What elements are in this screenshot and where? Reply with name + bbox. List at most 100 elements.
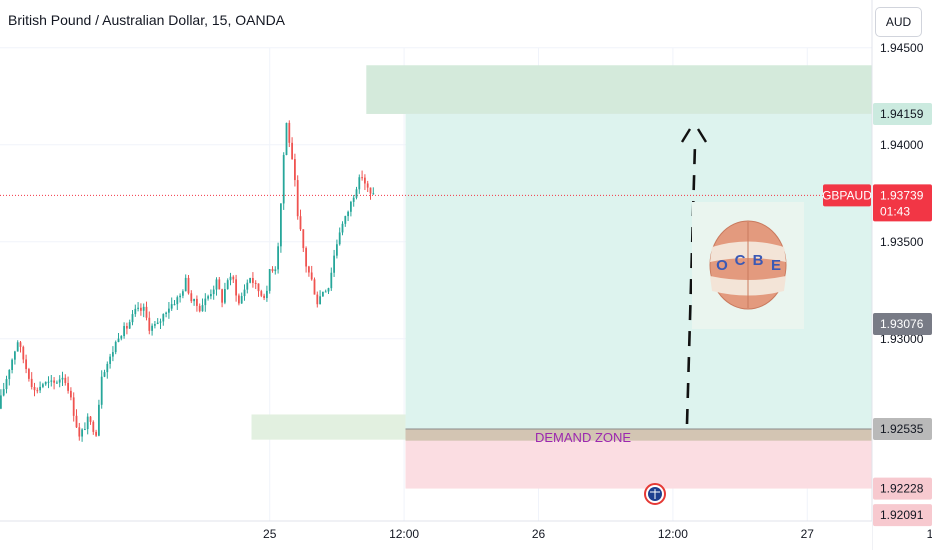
candle-body — [240, 296, 243, 304]
candle-body — [72, 397, 75, 416]
price-label-text: 1.94159 — [880, 107, 924, 121]
candle-body — [33, 386, 36, 391]
candle-body — [274, 269, 277, 272]
entry-band — [405, 429, 872, 441]
projection-arrow-line — [685, 143, 697, 425]
target-zone — [366, 65, 872, 114]
candle-body — [369, 187, 372, 194]
candle-body — [2, 389, 5, 396]
candle-body — [238, 295, 240, 304]
candle-body — [313, 279, 316, 295]
candle-body — [249, 278, 251, 283]
candle-body — [268, 269, 271, 291]
candle-body — [142, 306, 145, 311]
candle-body — [36, 390, 39, 392]
candle-body — [126, 326, 128, 329]
currency-button[interactable]: AUD — [875, 7, 922, 37]
candle-body — [22, 346, 25, 360]
candle-body — [64, 377, 67, 383]
candle-body — [372, 193, 375, 195]
event-badge-icon[interactable] — [644, 483, 666, 505]
logo-letter-b: B — [753, 252, 764, 269]
candle-body — [266, 290, 268, 299]
candle-body — [338, 232, 341, 245]
candle-body — [296, 180, 299, 217]
candle-body — [277, 246, 279, 270]
candle-body — [204, 298, 207, 306]
price-label-target: 1.94159 — [873, 102, 932, 125]
price-label-gray: 1.93076 — [873, 313, 932, 336]
price-label-text: 1.92091 — [880, 508, 924, 522]
candle-body — [137, 307, 139, 309]
candle-body — [89, 416, 92, 422]
candle-body — [120, 336, 123, 339]
candle-body — [285, 122, 288, 155]
candle-body — [30, 378, 33, 387]
candle-body — [246, 282, 249, 290]
logo-letter-o: O — [716, 257, 728, 274]
time-axis[interactable] — [0, 521, 872, 550]
candle-body — [123, 326, 125, 337]
price-axis[interactable] — [872, 0, 932, 550]
candle-body — [282, 154, 285, 204]
candle-body — [47, 381, 50, 383]
candle-body — [165, 312, 167, 315]
candles — [0, 120, 375, 442]
candle-body — [173, 304, 176, 306]
candle-body — [117, 338, 120, 342]
candle-body — [148, 317, 151, 331]
candle-body — [78, 427, 81, 437]
candle-body — [131, 314, 134, 323]
candle-body — [16, 342, 19, 352]
candle-body — [198, 305, 201, 312]
candle-body — [184, 277, 187, 292]
candle-body — [302, 229, 305, 249]
candle-body — [201, 305, 204, 312]
projection-arrowhead — [680, 128, 708, 143]
candle-body — [58, 379, 61, 383]
candle-body — [95, 431, 97, 436]
candle-body — [134, 308, 137, 315]
candle-body — [67, 382, 69, 391]
candle-body — [11, 359, 13, 370]
candle-body — [61, 377, 64, 380]
candle-body — [42, 384, 44, 387]
candle-body — [19, 342, 22, 347]
candle-body — [92, 421, 95, 432]
price-label-stop: 1.92091 — [873, 504, 932, 527]
candle-body — [221, 289, 223, 303]
candle-body — [324, 291, 327, 293]
candle-body — [98, 404, 100, 436]
demand-zone-label: DEMAND ZONE — [535, 430, 631, 445]
time-tick-label: 26 — [532, 527, 546, 541]
candle-body — [212, 289, 215, 295]
candle-body — [224, 289, 226, 303]
time-tick-label: 12:00 — [389, 527, 419, 541]
candle-body — [257, 283, 260, 292]
candle-body — [187, 277, 190, 294]
candle-body — [366, 183, 369, 188]
candle-body — [235, 279, 237, 296]
candle-body — [5, 379, 8, 390]
price-label-text: 1.93076 — [880, 317, 924, 331]
candle-body — [25, 359, 27, 370]
candle-body — [305, 248, 307, 267]
candle-body — [128, 322, 131, 329]
candle-body — [106, 363, 109, 373]
candle-body — [151, 325, 153, 331]
time-tick-label: 12:00 — [927, 527, 932, 541]
candle-body — [193, 298, 195, 302]
candle-body — [327, 288, 330, 292]
candle-body — [28, 369, 30, 379]
candle-body — [0, 395, 2, 409]
candle-body — [86, 416, 89, 430]
price-label-text: 1.92228 — [880, 482, 924, 496]
candle-body — [243, 289, 246, 297]
candle-countdown: 01:43 — [880, 204, 910, 218]
time-tick-label: 25 — [263, 527, 277, 541]
candle-body — [145, 306, 148, 318]
candle-body — [75, 415, 78, 428]
price-label-text: 1.92535 — [880, 422, 924, 436]
time-tick-label: 27 — [801, 527, 815, 541]
